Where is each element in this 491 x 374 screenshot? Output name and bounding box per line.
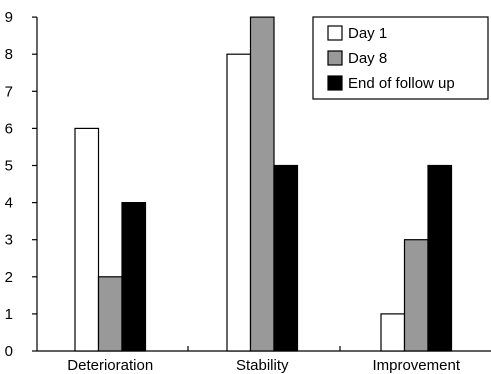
y-tick-label: 4	[5, 195, 13, 212]
bar-day-8-improvement	[403, 239, 429, 352]
bar-end-of-follow-up-improvement	[427, 164, 453, 352]
y-tick-label: 1	[5, 306, 13, 323]
y-tick-label: 9	[5, 9, 13, 26]
bar-end-of-follow-up-deterioration	[121, 202, 147, 352]
y-tick-label: 0	[5, 343, 13, 360]
legend-swatch	[327, 50, 343, 66]
bar-end-of-follow-up-stability	[273, 164, 299, 352]
y-axis: 0 1 2 3 4 5 6 7 8 9	[5, 9, 38, 360]
y-tick-label: 7	[5, 83, 13, 100]
bar-day-1-stability	[226, 53, 252, 352]
x-category-label: Deterioration	[67, 357, 153, 374]
x-category-label: Stability	[236, 357, 289, 374]
legend-label: End of follow up	[348, 75, 455, 92]
y-tick-label: 5	[5, 158, 13, 175]
bars	[74, 16, 453, 352]
bar-day-8-deterioration	[97, 276, 123, 352]
bar-day-1-deterioration	[74, 127, 100, 352]
x-category-label: Improvement	[372, 357, 460, 374]
legend-swatch	[327, 25, 343, 41]
y-tick-label: 6	[5, 120, 13, 137]
legend-label: Day 8	[348, 50, 387, 67]
legend-swatch	[327, 75, 343, 91]
y-tick-label: 8	[5, 46, 13, 63]
bar-day-8-stability	[249, 16, 275, 352]
y-tick-label: 3	[5, 232, 13, 249]
y-tick-label: 2	[5, 269, 13, 286]
bar-day-1-improvement	[380, 313, 406, 352]
legend: Day 1 Day 8 End of follow up	[312, 16, 489, 100]
legend-label: Day 1	[348, 25, 387, 42]
